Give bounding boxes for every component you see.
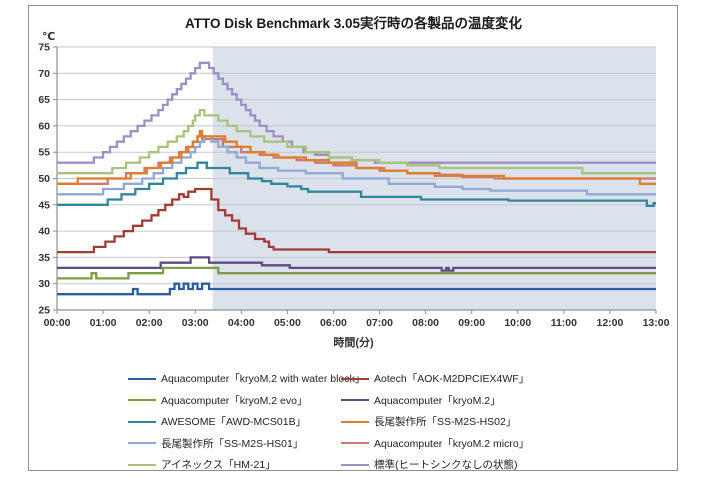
legend-label: AWESOME「AWD-MCS01B」	[161, 416, 307, 429]
x-tick-label: 09:00	[458, 317, 485, 329]
legend-item: Aquacomputer「kryoM.2 with water block」	[128, 371, 365, 386]
legend-label: アイネックス「HM-21」	[161, 459, 276, 472]
legend-swatch-icon	[128, 377, 156, 380]
legend-swatch-icon	[341, 463, 369, 466]
legend-item: Aquacomputer「kryoM.2 evo」	[128, 393, 341, 408]
x-tick-label: 08:00	[412, 317, 439, 329]
x-tick-label: 13:00	[643, 317, 670, 329]
series-line-0	[57, 282, 656, 296]
y-axis-unit-label: ℃	[42, 31, 56, 43]
x-tick-label: 04:00	[228, 317, 255, 329]
x-tick-label: 10:00	[504, 317, 531, 329]
legend-swatch-icon	[128, 399, 156, 402]
legend-item: 長尾製作所「SS-M2S-HS02」	[341, 414, 529, 429]
x-tick-label: 01:00	[90, 317, 117, 329]
y-tick-label: 75	[38, 42, 50, 54]
legend-item: 長尾製作所「SS-M2S-HS01」	[128, 436, 341, 451]
series-line-9	[57, 61, 656, 164]
y-tick-label: 60	[38, 120, 50, 132]
y-tick-label: 35	[38, 252, 50, 264]
x-tick-label: 02:00	[136, 317, 163, 329]
series-line-8	[57, 108, 656, 175]
legend-item: AWESOME「AWD-MCS01B」	[128, 414, 341, 429]
x-tick-label: 05:00	[274, 317, 301, 329]
legend-item: 標準(ヒートシンクなしの状態)	[341, 457, 529, 472]
y-tick-label: 25	[38, 305, 50, 317]
legend-item: アイネックス「HM-21」	[128, 457, 341, 472]
chart-legend: Aquacomputer「kryoM.2 with water block」 Aq…	[128, 368, 529, 476]
series-line-4	[57, 161, 656, 208]
x-tick-label: 07:00	[366, 317, 393, 329]
legend-item: Aquacomputer「kryoM.2 micro」	[341, 436, 529, 451]
legend-label: Aquacomputer「kryoM.2」	[374, 394, 501, 407]
x-tick-label: 00:00	[44, 317, 71, 329]
y-tick-label: 50	[38, 173, 50, 185]
legend-swatch-icon	[128, 463, 156, 466]
series-line-5	[57, 130, 656, 185]
legend-swatch-icon	[128, 420, 156, 423]
series-line-1	[57, 187, 656, 254]
series-line-3	[57, 256, 656, 272]
x-tick-label: 12:00	[596, 317, 623, 329]
legend-label: 標準(ヒートシンクなしの状態)	[374, 459, 518, 472]
x-tick-label: 03:00	[182, 317, 209, 329]
series-line-6	[57, 135, 656, 196]
legend-swatch-icon	[341, 377, 369, 380]
y-tick-label: 40	[38, 226, 50, 238]
y-tick-label: 55	[38, 147, 50, 159]
legend-swatch-icon	[341, 399, 369, 402]
legend-label: 長尾製作所「SS-M2S-HS02」	[374, 416, 517, 429]
x-tick-label: 11:00	[551, 317, 577, 329]
legend-label: Aquacomputer「kryoM.2 with water block」	[161, 373, 366, 386]
legend-swatch-icon	[341, 420, 369, 423]
y-tick-label: 30	[38, 278, 50, 290]
series-line-2	[57, 266, 656, 280]
legend-label: Aquacomputer「kryoM.2 micro」	[374, 437, 530, 450]
legend-label: 長尾製作所「SS-M2S-HS01」	[161, 437, 304, 450]
chart-title: ATTO Disk Benchmark 3.05実行時の各製品の温度変化	[184, 16, 523, 31]
legend-label: Aquacomputer「kryoM.2 evo」	[161, 394, 308, 407]
legend-swatch-icon	[341, 442, 369, 445]
y-tick-label: 45	[38, 199, 50, 211]
legend-label: Aotech「AOK-M2DPCIEX4WF」	[374, 373, 530, 386]
y-tick-label: 70	[38, 68, 50, 80]
legend-item: Aotech「AOK-M2DPCIEX4WF」	[341, 371, 529, 386]
x-axis-title: 時間(分)	[333, 337, 374, 349]
legend-swatch-icon	[128, 442, 156, 445]
y-tick-label: 65	[38, 94, 50, 106]
x-tick-label: 06:00	[320, 317, 347, 329]
legend-item: Aquacomputer「kryoM.2」	[341, 393, 529, 408]
